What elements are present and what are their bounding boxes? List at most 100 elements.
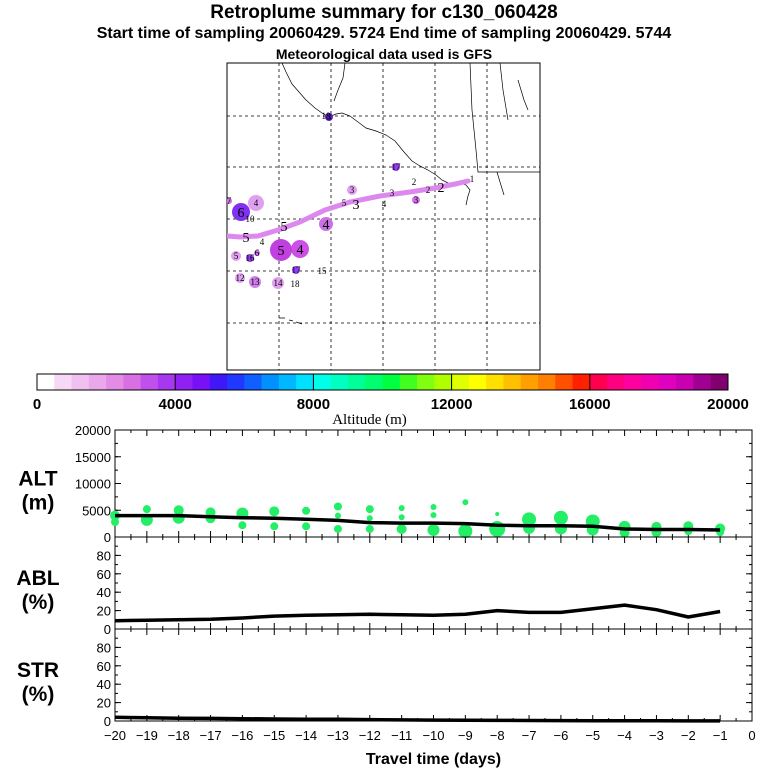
colorbar-swatch bbox=[503, 374, 522, 390]
colorbar-swatch bbox=[641, 374, 660, 390]
panel-abl: 0 20 40 60 80 ABL(%) bbox=[16, 536, 753, 637]
day-label: 16 bbox=[246, 253, 256, 263]
altitude-scatter-point bbox=[333, 502, 342, 511]
colorbar-swatch bbox=[209, 374, 228, 390]
colorbar-swatch bbox=[244, 374, 263, 390]
altitude-scatter-point bbox=[269, 506, 280, 517]
colorbar-swatch bbox=[106, 374, 124, 390]
x-tick-label: −12 bbox=[359, 728, 381, 743]
x-tick-label: −4 bbox=[617, 728, 632, 743]
coastline bbox=[517, 79, 529, 111]
x-tick-label: −2 bbox=[681, 728, 696, 743]
x-tick-label: −20 bbox=[104, 728, 126, 743]
coastline bbox=[279, 317, 303, 325]
altitude-scatter-point bbox=[495, 511, 500, 516]
altitude-scatter-point bbox=[333, 524, 342, 533]
map-frame bbox=[226, 62, 541, 371]
colorbar-tick-label: 8000 bbox=[297, 396, 330, 413]
altitude-scatter-point bbox=[523, 521, 536, 534]
day-label: 3 bbox=[327, 112, 332, 122]
day-label: 5 bbox=[342, 198, 347, 208]
day-label: 3 bbox=[350, 185, 355, 195]
day-label: 5 bbox=[281, 220, 288, 235]
x-tick-label: −6 bbox=[553, 728, 568, 743]
colorbar-tick-label: 16000 bbox=[569, 396, 611, 413]
day-label: 14 bbox=[274, 278, 284, 288]
altitude-scatter-point bbox=[334, 512, 341, 519]
x-tick-label: 0 bbox=[748, 728, 755, 743]
colorbar-swatch bbox=[296, 374, 314, 390]
colorbar-tick-label: 12000 bbox=[431, 396, 473, 413]
x-tick-label: −9 bbox=[458, 728, 473, 743]
x-tick-label: −16 bbox=[231, 728, 253, 743]
day-label: 3 bbox=[353, 198, 360, 213]
day-label: 4 bbox=[382, 199, 387, 209]
altitude-scatter-point bbox=[430, 504, 437, 511]
plume-circle bbox=[292, 266, 300, 274]
day-label: 4 bbox=[260, 237, 265, 247]
colorbar-swatch bbox=[555, 374, 574, 390]
y-tick-label: 60 bbox=[97, 659, 111, 674]
y-tick-label: 60 bbox=[97, 567, 111, 582]
day-label: 1 bbox=[470, 174, 475, 184]
day-label: 7 bbox=[227, 196, 232, 206]
plume-circle bbox=[246, 254, 254, 262]
day-label: 4 bbox=[323, 218, 330, 233]
day-label: 17 bbox=[392, 162, 402, 172]
colorbar-swatch bbox=[399, 374, 418, 390]
panel-yunit: (%) bbox=[22, 683, 55, 706]
altitude-scatter-point bbox=[427, 524, 440, 537]
altitude-scatter-point bbox=[398, 505, 405, 512]
figure-title: Retroplume summary for c130_060428 bbox=[210, 2, 558, 23]
y-tick-label: 10000 bbox=[75, 477, 111, 492]
day-label: 2 bbox=[438, 181, 445, 196]
altitude-scatter-point bbox=[270, 522, 279, 531]
plume-circle bbox=[347, 185, 357, 195]
day-label: 6 bbox=[238, 206, 245, 221]
y-tick-label: 20 bbox=[97, 604, 111, 619]
x-tick-label: −10 bbox=[422, 728, 444, 743]
altitude-scatter-point bbox=[238, 521, 247, 530]
day-label: 6 bbox=[255, 248, 260, 258]
colorbar-swatch bbox=[589, 374, 608, 390]
x-tick-label: −17 bbox=[200, 728, 222, 743]
x-tick-label: −8 bbox=[490, 728, 505, 743]
panel-ylabel: ABL bbox=[16, 567, 59, 590]
colorbar-swatch bbox=[537, 374, 556, 390]
altitude-scatter-point bbox=[553, 510, 568, 525]
y-tick-label: 0 bbox=[104, 714, 111, 729]
altitude-scatter-point bbox=[366, 515, 373, 522]
coastline bbox=[499, 63, 509, 121]
day-label: 4 bbox=[254, 198, 259, 208]
y-tick-label: 5000 bbox=[82, 503, 111, 518]
met-data-line: Meteorological data used is GFS bbox=[275, 46, 493, 62]
series-line-abl bbox=[114, 603, 721, 623]
colorbar-swatch bbox=[417, 374, 435, 390]
colorbar-swatch bbox=[693, 374, 712, 390]
day-label: 2 bbox=[412, 177, 417, 187]
plume-circle bbox=[232, 203, 250, 221]
y-tick-label: 20 bbox=[97, 696, 111, 711]
panel-alt: 0 5000 10000 15000 20000 ALT(m) bbox=[18, 423, 753, 545]
day-label: 3 bbox=[414, 195, 419, 205]
altitude-scatter-point bbox=[430, 512, 437, 519]
colorbar-swatch bbox=[382, 374, 401, 390]
x-tick-label: −1 bbox=[713, 728, 728, 743]
panel-frame bbox=[114, 628, 753, 722]
y-tick-label: 80 bbox=[97, 548, 111, 563]
day-label: 3 bbox=[390, 188, 395, 198]
colorbar-swatch bbox=[434, 374, 453, 390]
x-tick-label: −13 bbox=[327, 728, 349, 743]
x-tick-label: −11 bbox=[391, 728, 412, 743]
day-label: 5 bbox=[243, 231, 250, 246]
colorbar-swatch bbox=[71, 374, 90, 390]
altitude-colorbar: 0 4000 8000 12000 16000 20000 Altitude (m) bbox=[33, 373, 749, 428]
colorbar-swatch bbox=[607, 374, 625, 390]
plume-circle bbox=[291, 240, 309, 258]
colorbar-label: Altitude (m) bbox=[332, 412, 407, 428]
colorbar-swatch bbox=[261, 374, 280, 390]
panel-ylabel: ALT bbox=[18, 468, 57, 491]
